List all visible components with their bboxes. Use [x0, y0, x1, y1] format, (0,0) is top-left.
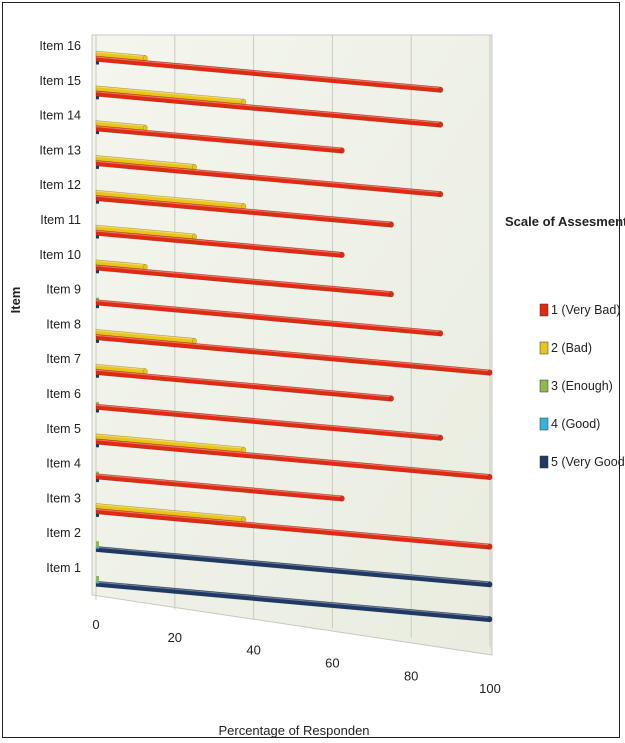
category-label: Item 13	[39, 143, 81, 157]
x-axis-title: Percentage of Responden	[218, 723, 369, 738]
legend-swatch	[539, 455, 549, 469]
category-label: Item 2	[46, 526, 81, 540]
category-label: Item 14	[39, 109, 81, 123]
bar-highlight	[95, 230, 343, 254]
category-label: Item 16	[39, 39, 81, 53]
category-label: Item 3	[46, 491, 81, 505]
bar-highlight	[95, 155, 195, 166]
legend-swatch	[539, 303, 549, 317]
bar-highlight	[95, 56, 441, 89]
category-label: Item 15	[39, 74, 81, 88]
bar-end	[438, 86, 444, 93]
legend-swatch	[539, 417, 549, 431]
item-labels: Item 1 Item 2 Item 3 Item 4 Item 5 Item 6 Item…	[39, 39, 81, 575]
legend-swatch	[539, 379, 549, 393]
bar-end	[487, 543, 493, 550]
bar-highlight	[95, 546, 491, 584]
category-label: Item 10	[39, 248, 81, 262]
bar-end	[339, 495, 345, 502]
bar-highlight	[95, 300, 441, 333]
x-tick-label: 80	[404, 668, 418, 683]
bar-end	[389, 221, 394, 228]
bar-highlight	[95, 334, 491, 372]
legend-label: 5 (Very Good)	[551, 455, 625, 469]
bar-end	[339, 147, 345, 154]
category-label: Item 12	[39, 178, 81, 192]
category-label: Item 4	[46, 457, 81, 471]
bar-stub	[96, 576, 99, 582]
legend: Scale of Assesment : 1 (Very Bad) 2 (Bad)…	[505, 214, 625, 469]
bar-end	[487, 616, 493, 623]
bar-highlight	[95, 51, 146, 58]
category-label: Item 9	[46, 283, 81, 297]
bar-end	[438, 330, 444, 337]
legend-label: 3 (Enough)	[551, 379, 613, 393]
bar-end	[389, 291, 394, 298]
bar-highlight	[95, 581, 491, 619]
legend-title: Scale of Assesment :	[505, 214, 625, 229]
bar-highlight	[95, 369, 392, 398]
bar-end	[487, 581, 493, 588]
bar-highlight	[95, 329, 195, 340]
category-label: Item 11	[40, 213, 81, 227]
x-tick-label: 20	[168, 630, 182, 645]
legend-swatch	[539, 341, 549, 355]
category-label: Item 7	[46, 352, 81, 366]
category-label: Item 5	[46, 422, 81, 436]
bar-highlight	[95, 503, 244, 519]
bar-end	[389, 395, 394, 402]
x-tick-label: 100	[479, 681, 501, 696]
bar-highlight	[95, 260, 146, 266]
bar-highlight	[95, 434, 244, 449]
legend-label: 2 (Bad)	[551, 341, 592, 355]
bar-highlight	[95, 265, 392, 293]
x-tick-label: 40	[246, 643, 260, 658]
bar-highlight	[95, 225, 195, 236]
legend-label: 4 (Good)	[551, 417, 600, 431]
legend-items: 1 (Very Bad) 2 (Bad) 3 (Enough) 4 (Good) 5 (…	[539, 303, 625, 469]
x-tick-labels: 0 20 40 60 80 100	[92, 617, 500, 696]
bar-end	[487, 369, 493, 376]
bar-end	[438, 434, 444, 441]
bar-highlight	[95, 195, 392, 224]
bar-end	[339, 251, 345, 258]
bar-highlight	[95, 91, 441, 124]
bar-highlight	[95, 190, 244, 206]
bar-highlight	[95, 364, 146, 371]
bar-highlight	[95, 404, 441, 437]
bar-highlight	[95, 126, 343, 150]
y-axis-title: Item	[8, 287, 23, 314]
x-tick-label: 60	[325, 656, 339, 671]
bar-end	[438, 121, 444, 128]
legend-label: 1 (Very Bad)	[551, 303, 620, 317]
bar-highlight	[95, 121, 146, 127]
bars	[95, 50, 493, 623]
bar-highlight	[95, 160, 441, 194]
category-label: Item 6	[46, 387, 81, 401]
x-tick-label: 0	[92, 617, 99, 632]
category-label: Item 1	[46, 561, 81, 575]
bar-highlight	[95, 86, 244, 101]
bar-highlight	[95, 474, 343, 498]
category-label: Item 8	[46, 317, 81, 331]
bar-end	[487, 474, 493, 481]
bar-highlight	[95, 508, 491, 546]
bar-highlight	[95, 439, 491, 476]
bar-stub	[96, 541, 99, 547]
bar-end	[438, 191, 444, 198]
